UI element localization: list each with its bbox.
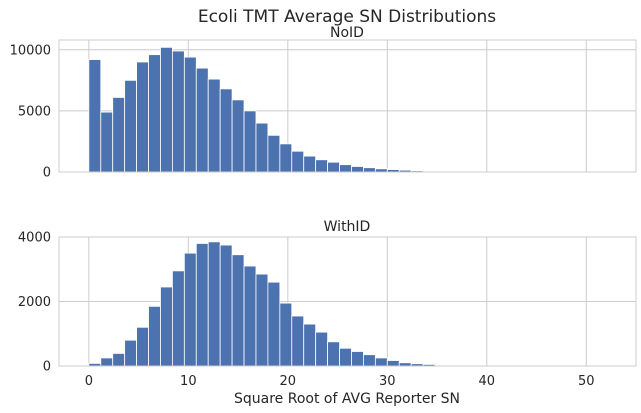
plot-frame-noid <box>58 39 637 173</box>
histogram-bar-noid <box>363 167 376 173</box>
histogram-bar-withid <box>148 305 161 367</box>
histogram-bar-withid <box>100 357 114 367</box>
histogram-bar-withid <box>112 353 126 367</box>
histogram-bar-withid <box>351 351 364 367</box>
histogram-bar-withid <box>327 341 340 367</box>
histogram-bar-noid <box>195 67 209 173</box>
y-tick-label: 4000 <box>18 231 51 246</box>
histogram-bar-noid <box>160 46 173 173</box>
histogram-bar-noid <box>327 161 340 173</box>
panel-title-noid: NoID <box>330 25 364 41</box>
histogram-panel-noid: NoID 0 5000 10000 <box>10 25 637 181</box>
x-tick-label: 30 <box>379 374 396 389</box>
histogram-bar-withid <box>136 326 149 367</box>
histogram-bar-withid <box>374 357 388 367</box>
histogram-bar-withid <box>243 265 257 367</box>
histogram-bar-noid <box>124 79 137 173</box>
panel-title-withid: WithID <box>324 219 371 235</box>
histogram-bar-noid <box>148 54 161 173</box>
histogram-bar-withid <box>207 241 221 367</box>
plot-frame-withid <box>58 236 637 367</box>
histogram-bar-withid <box>183 252 197 367</box>
histogram-bar-noid <box>207 78 221 173</box>
histogram-bar-withid <box>160 286 173 367</box>
histogram-bar-withid <box>172 270 185 367</box>
histogram-bar-noid <box>183 56 197 173</box>
histogram-bar-noid <box>315 159 329 173</box>
y-tick-label: 0 <box>43 360 51 375</box>
histogram-bar-withid <box>279 302 293 367</box>
histogram-bar-withid <box>231 254 245 367</box>
histogram-bar-noid <box>291 150 305 173</box>
histogram-bar-noid <box>136 61 149 173</box>
histogram-bar-withid <box>303 323 317 367</box>
histogram-bar-noid <box>112 97 126 173</box>
histogram-bar-noid <box>219 88 233 173</box>
x-tick-label: 20 <box>280 374 297 389</box>
histogram-bar-withid <box>291 315 305 367</box>
x-axis-label: Square Root of AVG Reporter SN <box>234 391 460 407</box>
histogram-bar-withid <box>267 281 281 367</box>
histogram-bar-noid <box>303 155 317 173</box>
y-tick-label: 5000 <box>18 104 51 119</box>
histogram-bar-noid <box>279 143 293 173</box>
histogram-bar-withid <box>195 243 209 367</box>
chart-title: Ecoli TMT Average SN Distributions <box>198 7 496 27</box>
x-tick-label: 10 <box>180 374 197 389</box>
histogram-bar-noid <box>100 111 114 173</box>
histogram-bar-noid <box>351 166 364 173</box>
histogram-bar-withid <box>386 360 400 367</box>
histogram-bar-noid <box>172 50 185 173</box>
histogram-bar-noid <box>267 134 281 173</box>
histogram-bar-withid <box>219 244 233 367</box>
histogram-bar-withid <box>315 331 329 367</box>
x-tick-label: 40 <box>479 374 496 389</box>
x-tick-label: 50 <box>578 374 595 389</box>
histogram-bar-noid <box>339 164 352 173</box>
histogram-bar-withid <box>255 273 269 367</box>
histogram-bar-withid <box>124 339 137 367</box>
histogram-panel-withid: WithID 0 10 20 30 40 50 0 2000 4000 <box>18 219 637 389</box>
x-tick-label: 0 <box>85 374 93 389</box>
y-tick-label: 0 <box>43 166 51 181</box>
histogram-bar-noid <box>243 110 257 173</box>
histogram-bar-withid <box>339 347 352 367</box>
histogram-bar-withid <box>363 354 376 367</box>
y-tick-label: 10000 <box>10 43 51 58</box>
histogram-bar-noid <box>255 122 269 173</box>
y-tick-label: 2000 <box>18 295 51 310</box>
histogram-bar-noid <box>88 59 102 173</box>
histogram-bar-noid <box>231 99 245 173</box>
